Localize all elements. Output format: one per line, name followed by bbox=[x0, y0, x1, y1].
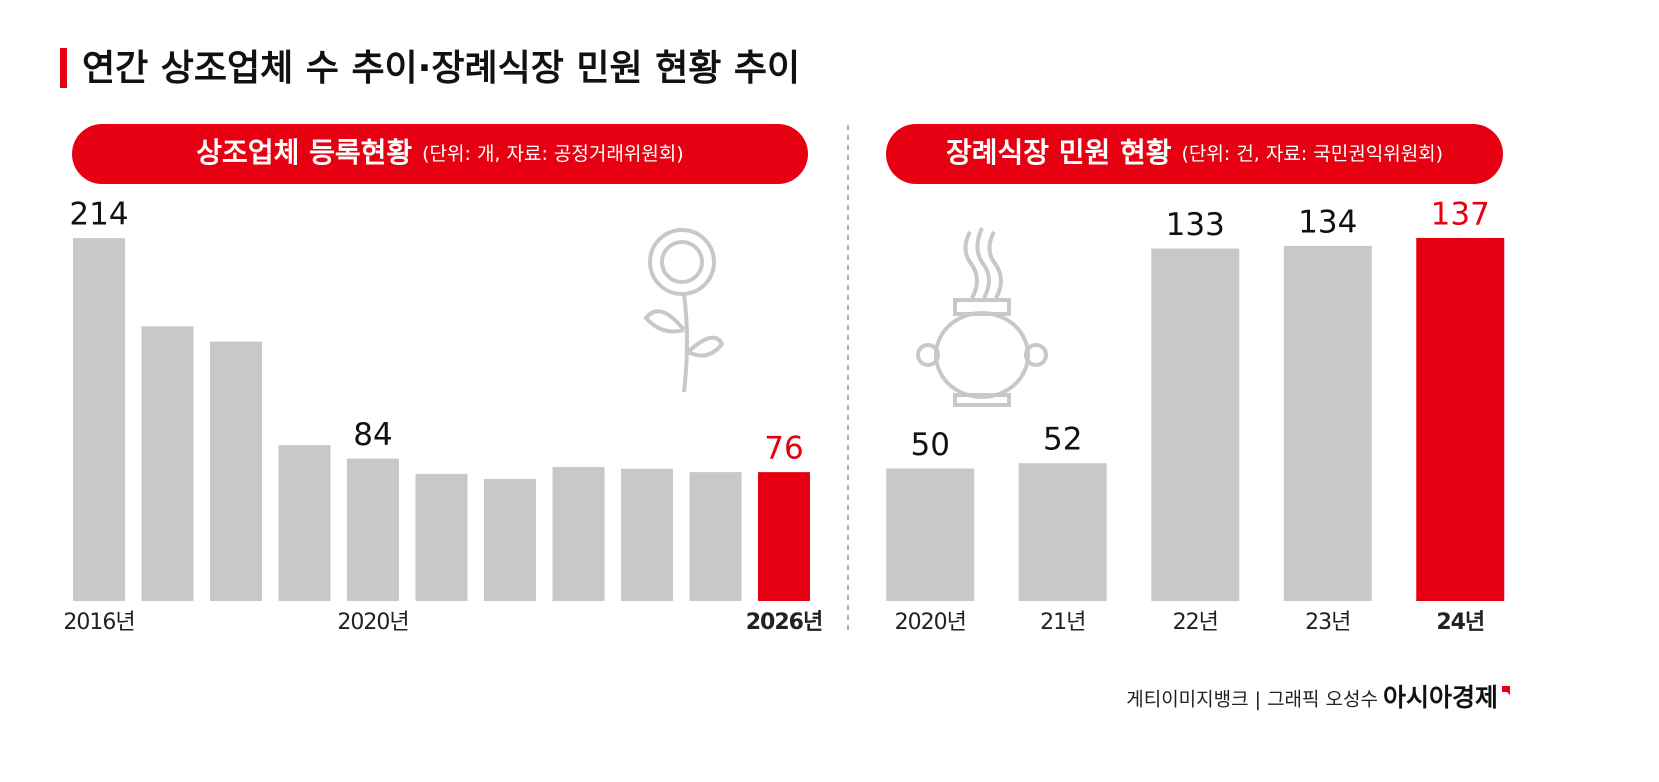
value-label: 133 bbox=[1166, 207, 1225, 243]
chart-title-text: 장례식장 민원 현황 bbox=[946, 136, 1172, 169]
x-tick-label: 21년 bbox=[1040, 610, 1085, 635]
chart-title-text: 상조업체 등록현황 bbox=[196, 136, 412, 169]
bar bbox=[689, 472, 742, 601]
value-label: 84 bbox=[353, 417, 392, 453]
x-tick-label: 2020년 bbox=[337, 610, 408, 635]
bar bbox=[484, 478, 536, 601]
bar bbox=[1151, 248, 1240, 602]
chart-title: 상조업체 등록현황 (단위: 개, 자료: 공정거래위원회) bbox=[196, 136, 683, 169]
x-tick-label: 2026년 bbox=[746, 610, 822, 635]
bar bbox=[73, 238, 125, 601]
bar bbox=[210, 341, 262, 601]
logo-mark bbox=[1502, 686, 1510, 695]
bar bbox=[758, 472, 810, 601]
bar bbox=[415, 473, 468, 601]
x-tick-label: 2016년 bbox=[63, 610, 134, 635]
x-tick-label: 22년 bbox=[1173, 610, 1218, 635]
logo: 아시아경제 bbox=[1383, 683, 1498, 712]
value-label: 137 bbox=[1431, 196, 1490, 232]
bar bbox=[621, 468, 673, 601]
bar bbox=[1416, 237, 1505, 601]
page-title: 연간 상조업체 수 추이·장례식장 민원 현황 추이 bbox=[82, 48, 800, 89]
bar bbox=[1018, 463, 1107, 601]
chart-title: 장례식장 민원 현황 (단위: 건, 자료: 국민권익위원회) bbox=[946, 136, 1443, 169]
flower-icon bbox=[643, 228, 725, 393]
value-label: 214 bbox=[69, 197, 128, 233]
x-tick-label: 23년 bbox=[1305, 610, 1350, 635]
bar bbox=[1283, 245, 1372, 601]
value-label: 52 bbox=[1043, 422, 1082, 458]
value-label: 134 bbox=[1298, 204, 1357, 240]
header-pill bbox=[72, 124, 808, 184]
incense-icon bbox=[916, 227, 1048, 407]
title-marker bbox=[60, 48, 67, 88]
value-label: 76 bbox=[764, 431, 803, 467]
bar bbox=[278, 445, 331, 601]
x-tick-label: 24년 bbox=[1436, 610, 1484, 635]
value-label: 50 bbox=[911, 427, 950, 463]
bar bbox=[886, 468, 975, 601]
bar bbox=[347, 458, 399, 601]
header-pill bbox=[886, 124, 1503, 184]
bar bbox=[552, 467, 605, 601]
x-tick-label: 2020년 bbox=[895, 610, 966, 635]
credit: 게티이미지뱅크 | 그래픽 오성수 bbox=[1126, 689, 1378, 711]
bar bbox=[141, 326, 194, 601]
chart-subtitle: (단위: 건, 자료: 국민권익위원회) bbox=[1182, 143, 1444, 165]
chart-subtitle: (단위: 개, 자료: 공정거래위원회) bbox=[422, 143, 684, 165]
